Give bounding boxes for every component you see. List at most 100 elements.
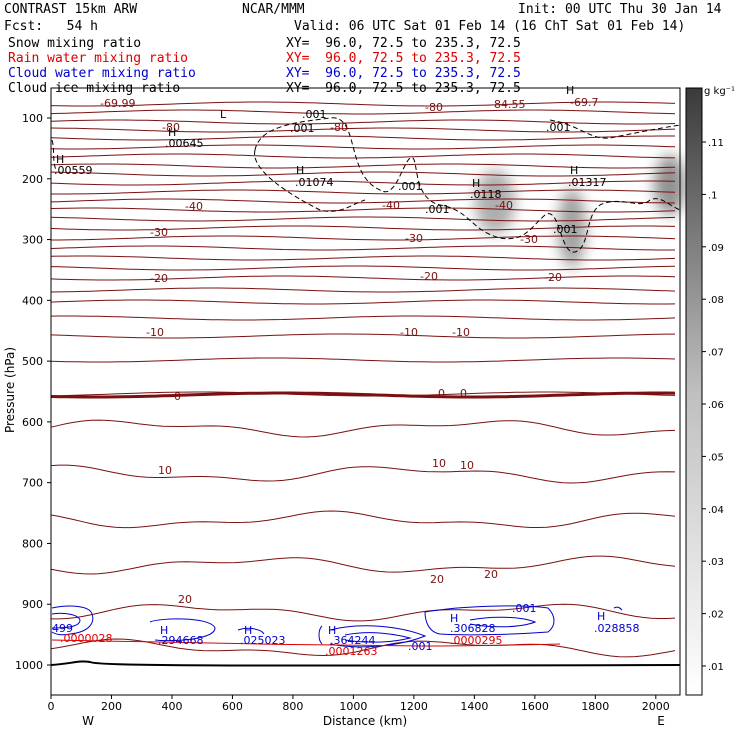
cloud-water-label: H	[597, 610, 605, 623]
temperature-label: 10	[460, 459, 474, 472]
ice-label: H	[570, 164, 578, 177]
temperature-label: 20	[430, 573, 444, 586]
ice-label: .01317	[568, 176, 607, 189]
temperature-contour	[50, 101, 676, 107]
ice-label: H	[56, 153, 64, 166]
ice-label: .001	[302, 108, 327, 121]
temperature-contour	[50, 180, 676, 186]
cloud-water-contour	[329, 625, 427, 648]
cloud-water-label: .001	[512, 602, 537, 615]
cloud-water-label: H	[244, 624, 252, 637]
west-label: W	[82, 714, 94, 728]
ice-dashed-contour	[254, 149, 366, 212]
temperature-label: -40	[185, 200, 203, 213]
temperature-label: -20	[544, 271, 562, 284]
temperature-labels: -69.99 -80 -84.55 -80 -80 -69.7 -40 -40 -40 -30 -3…	[100, 96, 598, 606]
temperature-label: -30	[405, 232, 423, 245]
rain-label: .0000295	[450, 634, 503, 647]
colorbar-tick-label: .01	[708, 662, 724, 673]
forecast-hour: Fcst: 54 h	[4, 19, 98, 34]
ice-label: .001	[290, 122, 315, 135]
temperature-contour	[50, 638, 676, 658]
colorbar-tick-label: .08	[708, 295, 724, 306]
field-rain-xy: XY= 96.0, 72.5 to 235.3, 72.5	[286, 51, 521, 66]
cloud-water-contour	[469, 616, 537, 628]
field-snow-name: Snow mixing ratio	[8, 36, 142, 51]
colorbar-tick-label: .02	[708, 610, 724, 621]
temperature-contour	[50, 255, 676, 261]
ice-label: H	[168, 126, 176, 139]
temperature-contour	[50, 163, 676, 169]
temperature-contour	[50, 510, 676, 529]
temperature-contour	[50, 144, 676, 150]
colorbar-tick-label: .07	[708, 348, 724, 359]
cloud-water-label: H	[328, 624, 336, 637]
colorbar	[685, 87, 703, 696]
x-tick-label: 1000	[339, 700, 367, 713]
x-tick-label: 800	[282, 700, 303, 713]
cloud-water-label: .025023	[240, 634, 286, 647]
colorbar-tick-label: .06	[708, 400, 724, 411]
ground-line	[50, 660, 681, 667]
colorbar-unit: g kg⁻¹	[704, 86, 735, 97]
colorbar-tick-label: .04	[708, 505, 724, 516]
field-cloudwater-xy: XY= 96.0, 72.5 to 235.3, 72.5	[286, 66, 521, 81]
temperature-contour	[50, 198, 676, 204]
temperature-label: -30	[520, 233, 538, 246]
colorbar-tick-label: .05	[708, 452, 724, 463]
cloud-water-label: .306828	[450, 622, 496, 635]
temperature-contour	[50, 315, 676, 321]
temperature-label: 0	[438, 387, 445, 400]
ice-label: .00645	[165, 137, 204, 150]
temperature-label: -10	[146, 326, 164, 339]
zero-isotherm	[50, 391, 676, 399]
cloud-water-labels: 499 H.294668H.025023H.364244.001H.306828.…	[52, 602, 640, 653]
valid-time: Valid: 06 UTC Sat 01 Feb 14 (16 ChT Sat …	[294, 19, 686, 34]
temperature-contour	[50, 265, 676, 271]
y-axis-title: Pressure (hPa)	[3, 347, 17, 433]
x-tick-label: 400	[161, 700, 182, 713]
temperature-contour	[50, 555, 676, 575]
temperature-label: -40	[382, 199, 400, 212]
cloud-water-label: .001	[408, 640, 433, 653]
temperature-label: -80	[330, 121, 348, 134]
cloud-water-contour	[237, 627, 265, 635]
temperature-label: -30	[150, 226, 168, 239]
y-tick-label: 100	[22, 112, 43, 125]
y-tick-label: 300	[22, 234, 43, 247]
colorbar-tick-label: .03	[708, 557, 724, 568]
temperature-label: -69.7	[570, 96, 598, 109]
x-tick-label: 200	[101, 700, 122, 713]
ice-label: H	[296, 164, 304, 177]
init-time: Init: 00 UTC Thu 30 Jan 14	[518, 2, 722, 17]
cloud-water-label: 499	[52, 622, 73, 635]
temperature-label: -10	[400, 326, 418, 339]
cloud-water-label: H	[160, 624, 168, 637]
temperature-label: 0	[174, 390, 181, 403]
ice-label: .001	[546, 121, 571, 134]
cloud-water-label: H	[450, 612, 458, 625]
temperature-contour	[50, 299, 676, 305]
temperature-label: -20	[420, 270, 438, 283]
field-cloudwater-name: Cloud water mixing ratio	[8, 66, 196, 81]
temperature-label: -80	[162, 121, 180, 134]
y-tick-label: 900	[22, 598, 43, 611]
x-axis-title: Distance (km)	[323, 714, 407, 728]
ice-label: .00559	[54, 164, 93, 177]
x-tick-label: 1600	[521, 700, 549, 713]
temperature-contour	[50, 119, 676, 125]
y-tick-label: 1000	[15, 659, 43, 672]
cloud-water-contours	[51, 605, 623, 648]
temperature-label: -84.55	[490, 98, 525, 111]
model-name: CONTRAST 15km ARW	[4, 2, 138, 17]
y-axis: 100 200 300 400 500 600 700 800 900 1000	[15, 112, 51, 672]
cloud-water-contour	[613, 606, 623, 611]
cloud-water-label: .294668	[158, 634, 204, 647]
temperature-contours	[50, 101, 681, 667]
ice-label: .0118	[470, 188, 502, 201]
temperature-contour	[50, 275, 676, 281]
rain-contour	[51, 639, 561, 647]
y-tick-label: 200	[22, 173, 43, 186]
ice-label: H	[566, 84, 574, 97]
ice-label: .001	[398, 180, 423, 193]
